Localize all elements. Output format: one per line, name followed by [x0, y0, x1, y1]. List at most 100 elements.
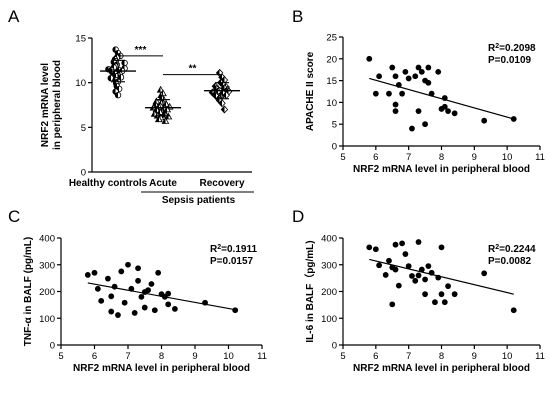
data-point [441, 103, 448, 110]
data-point [135, 265, 141, 272]
sepsis-group-label: Sepsis patients [162, 195, 236, 206]
data-point [105, 275, 111, 282]
x-tick-label: 10 [502, 152, 513, 163]
regression-line-c [87, 282, 236, 311]
data-point [94, 285, 101, 292]
data-point [135, 277, 141, 284]
data-point [445, 283, 451, 290]
data-point [415, 272, 422, 279]
x-tick-label: 10 [502, 351, 513, 362]
data-point [409, 273, 415, 279]
data-point [481, 117, 488, 124]
y-tick-label: 300 [39, 260, 55, 271]
data-point [510, 307, 517, 314]
x-axis-label-d: NRF2 mRNA level in peripheral blood [353, 363, 530, 374]
data-point [392, 73, 399, 80]
y-axis-label-c: TNF-α in BALF (pg/mL) [23, 237, 34, 346]
data-point [138, 293, 145, 300]
x-tick-label: 11 [535, 351, 545, 362]
panel-letter-c: C [8, 207, 20, 226]
regression-line-d [369, 258, 514, 295]
data-point [481, 270, 488, 277]
panel-a-dot-plot: 0 5 10 15 NRF2 mRNA level in peripheral blood… [40, 34, 254, 206]
data-point [114, 91, 122, 99]
data-point [98, 297, 105, 304]
data-point [399, 90, 405, 97]
data-point [438, 291, 445, 298]
panel-d-scatter: 0 100 200 300 400 5 6 7 8 9 10 11 NRF2 mRNA level in… [303, 234, 545, 375]
x-tick-label: 5 [340, 351, 345, 362]
y-tick-label: 10 [75, 78, 86, 89]
data-point [151, 307, 158, 314]
x-axis-label-c: NRF2 mRNA level in peripheral blood [73, 363, 250, 374]
data-point [451, 110, 458, 117]
data-point [148, 281, 155, 287]
data-point [415, 64, 422, 71]
x-tick-label: 6 [373, 351, 378, 362]
category-label: Recovery [199, 178, 244, 189]
x-tick-label: 7 [406, 351, 411, 362]
x-tick-label: 11 [257, 351, 267, 362]
data-point [366, 55, 373, 62]
data-point [145, 287, 152, 294]
x-tick-label: 6 [373, 152, 378, 163]
data-point [165, 301, 172, 308]
y-tick-label: 0 [81, 168, 86, 179]
y-tick-label: 20 [326, 54, 337, 65]
data-point [425, 64, 432, 71]
data-point [389, 64, 396, 71]
data-point [154, 115, 163, 123]
significance-label: *** [135, 45, 147, 56]
data-point [131, 310, 138, 316]
x-tick-label: 11 [535, 152, 545, 163]
data-point [399, 240, 405, 247]
y-tick-label: 400 [321, 234, 337, 245]
y-tick-label: 400 [39, 234, 55, 245]
x-axis-label-b: NRF2 mRNA level in peripheral blood [353, 164, 530, 175]
y-tick-label: 0 [50, 341, 55, 352]
data-point [172, 305, 178, 312]
data-point [412, 73, 419, 80]
data-point [432, 299, 438, 306]
data-point [402, 68, 409, 75]
data-point [392, 266, 399, 273]
data-point [376, 262, 383, 269]
data-point [161, 117, 170, 124]
data-point [425, 79, 432, 86]
y-tick-label: 5 [81, 123, 86, 134]
data-point [422, 291, 428, 298]
data-point [115, 312, 121, 318]
data-point [435, 68, 442, 75]
y-axis-label-b: APACHE II score [305, 51, 316, 131]
data-point [121, 59, 128, 67]
data-point [415, 239, 422, 245]
data-point [422, 121, 428, 128]
data-point [91, 269, 98, 276]
p-value-label: P=0.0157 [210, 256, 254, 267]
data-point [415, 108, 422, 115]
y-tick-label: 200 [321, 287, 337, 298]
significance-label: ** [189, 64, 197, 75]
r-squared-label: R2=0.2098 [488, 43, 536, 55]
data-point [392, 241, 399, 248]
data-point [425, 263, 432, 269]
category-label: Healthy controls [69, 178, 148, 189]
data-point [389, 301, 396, 308]
panel-letter-b: B [292, 7, 303, 26]
data-point [125, 261, 131, 268]
data-point [451, 291, 458, 298]
y-tick-label: 100 [39, 314, 55, 325]
data-point [118, 268, 125, 275]
data-point [392, 108, 399, 115]
data-point [386, 257, 392, 264]
data-point [141, 304, 148, 311]
x-tick-label: 9 [472, 351, 477, 362]
data-point [418, 266, 425, 273]
data-point [220, 105, 229, 114]
data-point [438, 244, 445, 251]
data-point [441, 299, 448, 306]
y-tick-label: 15 [326, 76, 337, 87]
y-tick-label: 25 [326, 33, 337, 44]
x-tick-label: 7 [406, 152, 411, 163]
